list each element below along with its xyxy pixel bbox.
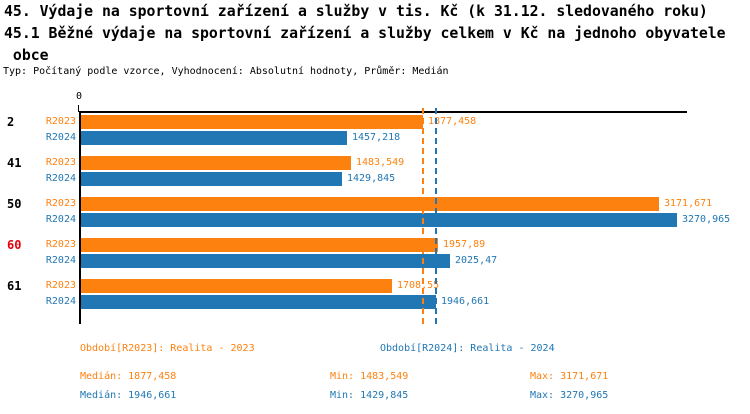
bar-r2023-41: [81, 156, 351, 170]
category-label-41: 41: [7, 156, 22, 170]
category-label-50: 50: [7, 197, 22, 211]
bar-r2023-60: [81, 238, 438, 252]
series-label-r2024-row-60: R2024: [45, 255, 76, 266]
category-label-61: 61: [7, 279, 22, 293]
series-label-r2024-row-61: R2024: [45, 296, 76, 307]
bar-r2023-2: [81, 115, 423, 129]
bar-r2023-61: [81, 279, 392, 293]
plot-area: 0 2 R2023 1877,458 R2024 1457,218 41 R2023 1483…: [7, 91, 731, 324]
median-line-r2024: [435, 108, 437, 324]
series-label-r2023-row-61: R2023: [45, 280, 76, 291]
series-label-r2023-row-2: R2023: [45, 116, 76, 127]
bar-value-r2023-50: 3171,671: [664, 198, 713, 209]
median-line-r2023: [422, 108, 424, 324]
series-label-r2023-row-41: R2023: [45, 157, 76, 168]
stat-median-r2024: Medián: 1946,661: [80, 390, 177, 401]
bar-r2024-2: [81, 131, 347, 145]
bar-value-r2023-60: 1957,89: [443, 239, 486, 250]
stat-median-r2023: Medián: 1877,458: [80, 371, 177, 382]
bar-value-r2024-2: 1457,218: [352, 132, 401, 143]
bar-r2023-50: [81, 197, 659, 211]
x-axis-line: [79, 111, 687, 113]
series-label-r2024-row-41: R2024: [45, 173, 76, 184]
bar-r2024-50: [81, 213, 677, 227]
bar-value-r2024-60: 2025,47: [455, 255, 498, 266]
bar-r2024-60: [81, 254, 450, 268]
page-title-line1: 45. Výdaje na sportovní zařízení a služb…: [4, 3, 708, 20]
series-label-r2023-row-50: R2023: [45, 198, 76, 209]
y-axis-line: [79, 111, 81, 324]
chart-meta-info: Typ: Počítaný podle vzorce, Vyhodnocení:…: [3, 66, 449, 77]
bar-value-r2023-2: 1877,458: [428, 116, 477, 127]
stat-min-r2024: Min: 1429,845: [330, 390, 409, 401]
bar-r2024-41: [81, 172, 342, 186]
bar-value-r2023-61: 1708,55: [397, 280, 440, 291]
series-label-r2024-row-50: R2024: [45, 214, 76, 225]
bar-value-r2024-61: 1946,661: [441, 296, 490, 307]
axis-zero-tick: [78, 105, 79, 112]
stat-max-r2024: Max: 3270,965: [530, 390, 609, 401]
series-label-r2023-row-60: R2023: [45, 239, 76, 250]
legend-item-r2023: Období[R2023]: Realita - 2023: [80, 343, 255, 354]
page-title-line2: 45.1 Běžné výdaje na sportovní zařízení …: [4, 25, 726, 42]
axis-zero-tick-label: 0: [75, 91, 83, 102]
bar-value-r2024-50: 3270,965: [682, 214, 731, 225]
bar-r2024-61: [81, 295, 436, 309]
bar-value-r2024-41: 1429,845: [347, 173, 396, 184]
page-title-line3: obce: [4, 47, 49, 64]
category-label-2: 2: [7, 115, 15, 129]
legend-item-r2024: Období[R2024]: Realita - 2024: [380, 343, 555, 354]
stat-min-r2023: Min: 1483,549: [330, 371, 409, 382]
series-label-r2024-row-2: R2024: [45, 132, 76, 143]
stat-max-r2023: Max: 3171,671: [530, 371, 609, 382]
category-label-60: 60: [7, 238, 22, 252]
bar-value-r2023-41: 1483,549: [356, 157, 405, 168]
